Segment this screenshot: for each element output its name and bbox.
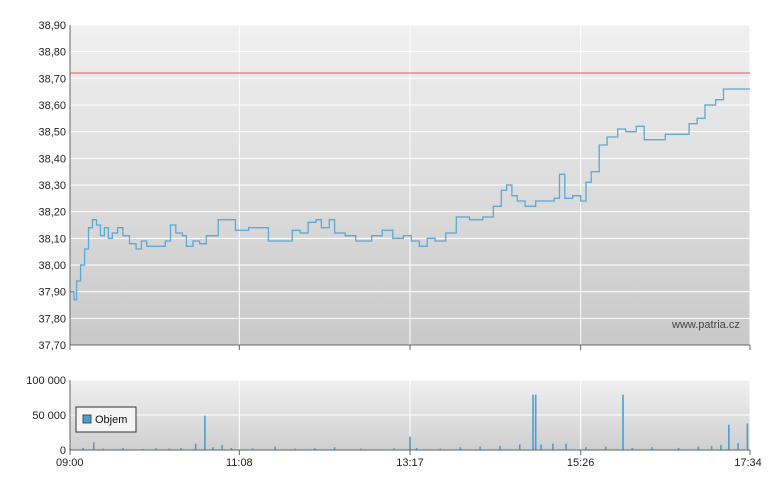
x-tick-label: 15:26 (567, 457, 595, 469)
volume-bar (155, 448, 157, 451)
volume-bar (204, 415, 206, 450)
volume-bar (677, 447, 680, 450)
volume-bar (565, 443, 567, 450)
volume-bar (360, 448, 362, 450)
volume-panel: 0 50 000 100 000 09:00 11:08 13:17 15:26 17:34… (26, 375, 762, 469)
price-y-tick-label: 37,90 (38, 287, 66, 299)
volume-bar (102, 448, 104, 450)
price-grid (69, 24, 751, 346)
price-y-tick-label: 38,90 (38, 20, 66, 32)
legend-swatch (82, 414, 92, 424)
volume-bar (274, 446, 276, 450)
volume-bar (697, 446, 700, 450)
volume-legend: Objem (75, 406, 137, 433)
price-y-tick-label: 38,70 (38, 73, 66, 85)
volume-bar (439, 448, 442, 450)
volume-bar (212, 447, 214, 450)
volume-bar (746, 423, 749, 450)
volume-bar (142, 448, 144, 450)
volume-bar (221, 445, 223, 450)
volume-bar (532, 394, 534, 450)
volume-bar (605, 446, 607, 450)
volume-x-axis: 09:00 11:08 13:17 15:26 17:34 (56, 380, 762, 469)
volume-bar (552, 443, 554, 450)
volume-y-tick-label: 0 (60, 445, 66, 457)
x-tick-label: 11:08 (226, 457, 253, 469)
volume-bar (294, 448, 296, 450)
price-y-tick-label: 37,80 (38, 313, 66, 325)
x-tick-label: 09:00 (56, 457, 84, 469)
price-y-tick-label: 38,20 (38, 207, 66, 219)
volume-bar (251, 448, 254, 451)
volume-bar (479, 446, 481, 450)
volume-bar (409, 436, 411, 450)
volume-bar (499, 445, 501, 450)
price-y-tick-label: 38,40 (38, 153, 66, 165)
price-y-tick-label: 38,00 (38, 260, 66, 272)
volume-bar (540, 444, 542, 450)
price-panel: 37,70 37,80 37,90 38,00 38,10 38,20 38,30 38,40… (38, 20, 751, 352)
price-y-tick-label: 38,50 (38, 127, 66, 139)
legend-label-objem: Objem (95, 414, 127, 426)
volume-bar (230, 447, 233, 450)
volume-bar (534, 394, 537, 450)
volume-bar (728, 424, 730, 450)
volume-bar (519, 444, 521, 450)
price-x-axis (69, 25, 751, 350)
volume-bar (585, 447, 587, 450)
volume-bar (333, 447, 336, 450)
price-y-tick-label: 38,10 (38, 233, 66, 245)
volume-bar (82, 447, 84, 450)
volume-bar (393, 448, 395, 451)
volume-y-tick-label: 50 000 (32, 410, 66, 422)
volume-bar (122, 447, 124, 450)
volume-bar (459, 447, 462, 450)
volume-bar (710, 445, 713, 450)
volume-bar (737, 443, 739, 450)
volume-bar (194, 443, 197, 450)
volume-bar (168, 448, 170, 450)
volume-y-ticks: 0 50 000 100 000 (26, 375, 66, 457)
price-y-tick-label: 37,70 (38, 340, 66, 352)
volume-bar (93, 442, 95, 450)
x-tick-label: 17:34 (734, 457, 762, 469)
volume-y-tick-label: 100 000 (26, 375, 66, 387)
volume-bars (69, 394, 749, 451)
volume-bar (415, 447, 418, 450)
price-y-ticks: 37,70 37,80 37,90 38,00 38,10 38,20 38,30 38,40… (38, 20, 66, 352)
volume-bar (313, 447, 316, 450)
volume-bar (631, 447, 634, 450)
volume-bar (720, 445, 722, 450)
watermark-text: www.patria.cz (671, 319, 740, 331)
price-y-tick-label: 38,30 (38, 180, 66, 192)
price-line (70, 88, 750, 301)
price-y-tick-label: 38,80 (38, 47, 66, 59)
volume-bar (622, 394, 624, 450)
x-tick-label: 13:17 (396, 457, 424, 469)
volume-bar (180, 447, 182, 450)
price-y-tick-label: 38,60 (38, 100, 66, 112)
volume-bar (651, 447, 653, 450)
